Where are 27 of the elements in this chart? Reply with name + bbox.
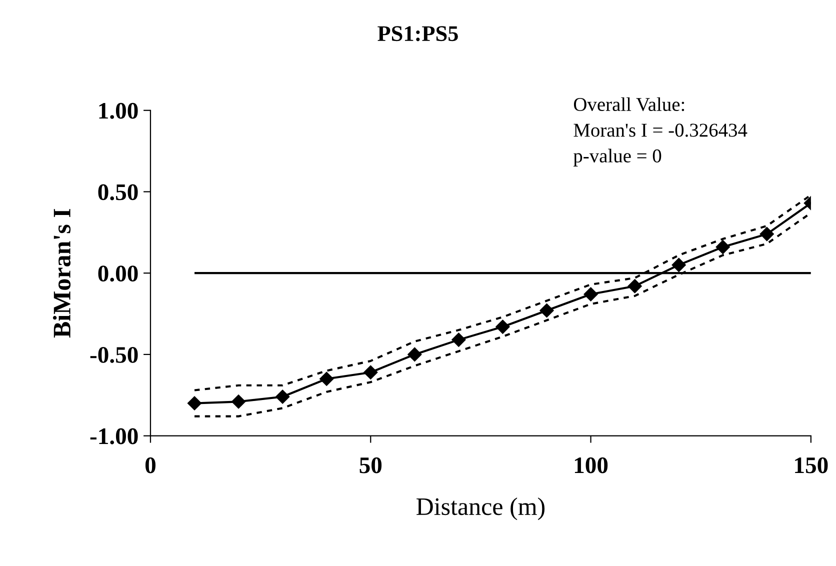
point — [319, 372, 334, 386]
point — [275, 389, 290, 404]
y-tick-label: 1.00 — [99, 102, 138, 119]
y-axis-title: BiMoran's I — [52, 209, 71, 338]
point — [363, 365, 378, 380]
point — [451, 332, 466, 348]
x-tick-label: 0 — [145, 457, 156, 474]
point — [187, 396, 202, 411]
x-tick-label: 50 — [360, 457, 382, 474]
point — [539, 303, 554, 318]
y-tick-label: 0.50 — [98, 184, 138, 200]
point — [760, 226, 774, 242]
x-tick-label: 150 — [795, 457, 828, 474]
point — [672, 258, 686, 272]
y-tick-label: 0.00 — [98, 266, 138, 282]
y-tick-label: -1.00 — [90, 428, 138, 444]
point — [495, 320, 510, 334]
point — [231, 394, 246, 409]
point — [407, 347, 422, 362]
x-axis-title: Distance (m) — [416, 498, 545, 520]
annotation: Overall Value: Moran's I = -0.326434 p-value = 0 — [573, 97, 748, 166]
x-tick-label: 100 — [574, 457, 608, 474]
point — [583, 286, 598, 302]
point — [628, 278, 642, 294]
point — [716, 240, 730, 254]
chart-title: PS1:PS5 — [378, 26, 458, 42]
y-tick-label: -0.50 — [90, 346, 138, 363]
